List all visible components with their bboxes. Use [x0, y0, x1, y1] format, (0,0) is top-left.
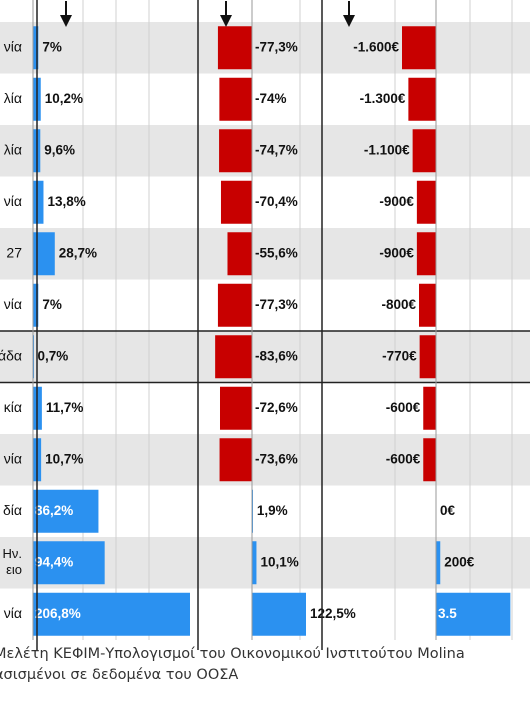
bar: [252, 541, 257, 585]
bar: [219, 129, 252, 173]
bar: [33, 489, 99, 533]
data-label: 10,7%: [45, 451, 83, 466]
row-label: ειο: [6, 562, 22, 577]
data-label: 0,7%: [38, 348, 69, 363]
data-label: 10,2%: [45, 91, 83, 106]
bar: [219, 77, 252, 121]
data-label: 7%: [42, 297, 62, 312]
bar: [219, 438, 252, 482]
bar: [436, 592, 511, 636]
data-label: 122,5%: [310, 606, 356, 621]
row-label: Ην.: [3, 546, 23, 561]
comparison-bar-chart: 7% 10,2% 9,6% 13,8% 28,7% 7% 0,7% 11,7% 10,7% 86,…: [0, 0, 530, 650]
bar: [33, 180, 44, 224]
row-label: 27: [6, 244, 22, 260]
bar: [33, 541, 105, 585]
bar: [436, 541, 441, 585]
row-band: [0, 434, 530, 486]
bar: [419, 283, 436, 327]
data-label: -1.600€: [353, 39, 399, 54]
data-label: 11,7%: [46, 400, 84, 415]
bar: [33, 592, 190, 636]
row-band: [0, 125, 530, 177]
arrow-down-icon: [220, 15, 232, 27]
row-label: νία: [4, 193, 22, 209]
data-label: 1,9%: [257, 503, 288, 518]
data-label: -55,6%: [255, 245, 298, 260]
data-label: -73,6%: [255, 451, 298, 466]
data-label: -74%: [255, 91, 287, 106]
row-label: νία: [4, 296, 22, 312]
bar: [227, 232, 252, 276]
bar: [33, 232, 55, 276]
data-label: 86,2%: [35, 503, 73, 518]
data-label: 10,1%: [260, 554, 298, 569]
bar: [412, 129, 436, 173]
row-label: δία: [3, 502, 22, 518]
data-label: -900€: [379, 245, 414, 260]
bar: [219, 386, 252, 430]
data-label: -900€: [379, 194, 414, 209]
data-label: 7%: [42, 39, 62, 54]
row-label: κία: [4, 399, 22, 415]
arrow-down-icon: [60, 15, 72, 27]
row-label: λία: [4, 90, 22, 106]
source-caption-line-1: Μελέτη ΚΕΦΙΜ-Υπολογισμοί του Οικονομικού…: [0, 646, 465, 662]
row-label: νία: [4, 38, 22, 54]
bar: [402, 26, 436, 70]
bar: [33, 26, 39, 70]
data-label: 28,7%: [59, 245, 97, 260]
bar: [408, 77, 436, 121]
bar: [416, 180, 436, 224]
row-label: νία: [4, 605, 22, 621]
bar: [33, 283, 39, 327]
data-label: 200€: [444, 554, 475, 569]
data-label: -770€: [382, 348, 417, 363]
row-label: λία: [4, 141, 22, 157]
bar: [423, 438, 436, 482]
data-label: -70,4%: [255, 194, 298, 209]
row-band: [0, 331, 530, 383]
row-label: νία: [4, 450, 22, 466]
data-label: 3.5: [438, 606, 457, 621]
data-label: -77,3%: [255, 39, 298, 54]
data-label: 0€: [440, 503, 456, 518]
bar: [423, 386, 436, 430]
row-label: άδα: [0, 347, 22, 363]
source-caption: Μελέτη ΚΕΦΙΜ-Υπολογισμοί του Οικονομικού…: [0, 644, 530, 686]
bar: [220, 180, 252, 224]
bar: [419, 335, 436, 379]
data-label: 94,4%: [35, 554, 73, 569]
data-label: 13,8%: [47, 194, 85, 209]
data-label: -600€: [386, 451, 421, 466]
row-band: [0, 22, 530, 74]
data-label: -77,3%: [255, 297, 298, 312]
data-label: 9,6%: [44, 142, 75, 157]
row-band: [0, 228, 530, 280]
data-label: -83,6%: [255, 348, 298, 363]
bar: [215, 335, 252, 379]
arrow-down-icon: [343, 15, 355, 27]
bar: [217, 283, 252, 327]
data-label: -74,7%: [255, 142, 298, 157]
bar: [252, 592, 306, 636]
bar: [217, 26, 252, 70]
data-label: -800€: [381, 297, 416, 312]
data-label: -72,6%: [255, 400, 298, 415]
data-label: 206,8%: [35, 606, 81, 621]
source-caption-line-2: ασισμένοι σε δεδομένα του ΟΟΣΑ: [0, 667, 239, 683]
data-label: -1.300€: [360, 91, 406, 106]
data-label: -1.100€: [364, 142, 410, 157]
data-label: -600€: [386, 400, 421, 415]
bar: [416, 232, 436, 276]
